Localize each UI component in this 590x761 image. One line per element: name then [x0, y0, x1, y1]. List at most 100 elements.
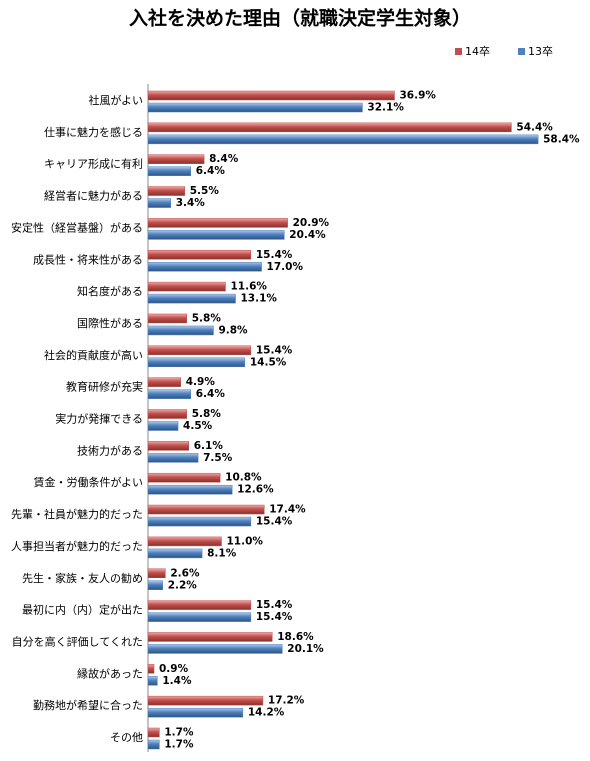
- bar: [147, 218, 288, 228]
- value-label: 2.2%: [168, 579, 198, 591]
- value-label: 3.4%: [176, 197, 206, 209]
- category-label: 縁故があった: [77, 666, 143, 680]
- category-label: キャリア形成に有利: [44, 157, 143, 171]
- category-label: 社会的貢献度が高い: [44, 348, 143, 362]
- legend-label: 13卒: [528, 44, 553, 58]
- value-label: 36.9%: [399, 90, 436, 102]
- value-label: 8.4%: [209, 153, 239, 165]
- category-label: 教育研修が充実: [66, 380, 143, 394]
- bar: [147, 357, 246, 368]
- bar: [147, 230, 285, 240]
- category-label: 自分を高く評価してくれた: [12, 634, 143, 648]
- value-label: 11.6%: [230, 281, 267, 293]
- bar: [147, 644, 283, 654]
- value-label: 15.4%: [256, 249, 293, 261]
- bar: [147, 186, 185, 196]
- value-label: 8.1%: [207, 547, 237, 559]
- bar: [147, 389, 192, 399]
- category-label: その他: [110, 731, 143, 744]
- value-label: 5.8%: [192, 408, 222, 420]
- bar: [147, 345, 252, 356]
- bar: [147, 727, 160, 738]
- bar: [147, 568, 166, 578]
- value-label: 15.4%: [256, 516, 293, 528]
- legend-label: 14卒: [465, 44, 490, 58]
- legend-swatch: [518, 48, 525, 55]
- value-label: 20.1%: [287, 643, 324, 655]
- bar: [147, 516, 252, 527]
- category-label: 知名度がある: [77, 284, 143, 298]
- value-label: 6.4%: [196, 165, 226, 177]
- value-label: 2.6%: [170, 567, 200, 579]
- category-label: 成長性・将来性がある: [33, 252, 143, 266]
- bar: [147, 166, 192, 176]
- value-label: 5.8%: [192, 312, 222, 324]
- value-label: 17.0%: [267, 261, 304, 273]
- value-label: 13.1%: [241, 293, 278, 305]
- value-label: 10.8%: [225, 472, 262, 484]
- bar: [147, 250, 252, 260]
- bar: [147, 293, 236, 304]
- value-label: 18.6%: [277, 631, 314, 643]
- value-label: 15.4%: [256, 611, 293, 623]
- value-label: 15.4%: [256, 344, 293, 356]
- bar: [147, 134, 539, 145]
- category-label: 仕事に魅力を感じる: [44, 125, 143, 139]
- category-label: 国際性がある: [77, 316, 143, 330]
- category-label: 実力が発揮できる: [55, 412, 143, 426]
- value-label: 9.8%: [218, 324, 248, 336]
- bar: [147, 739, 160, 750]
- category-label: 経営者に魅力がある: [44, 189, 143, 203]
- bar: [147, 421, 179, 431]
- category-label: 勤務地が希望に合った: [33, 698, 143, 712]
- value-label: 20.9%: [293, 217, 330, 229]
- bar: [147, 580, 163, 590]
- bar: [147, 695, 264, 706]
- category-label: 人事担当者が魅力的だった: [11, 539, 143, 553]
- category-label: 技術力がある: [77, 443, 143, 457]
- bar: [147, 409, 187, 419]
- value-label: 4.5%: [183, 420, 213, 432]
- value-label: 12.6%: [237, 484, 274, 496]
- value-label: 1.7%: [164, 727, 194, 739]
- value-label: 17.4%: [269, 504, 306, 516]
- bar: [147, 707, 244, 718]
- value-label: 1.7%: [164, 739, 194, 751]
- value-label: 15.4%: [256, 599, 293, 611]
- value-label: 54.4%: [516, 121, 553, 133]
- bar: [147, 313, 187, 324]
- bar: [147, 262, 262, 272]
- value-label: 0.9%: [159, 663, 189, 675]
- category-label: 安定性（経営基盤）がある: [11, 220, 143, 234]
- value-label: 58.4%: [543, 133, 580, 145]
- bar: [147, 484, 233, 495]
- bar: [147, 281, 226, 292]
- bar: [147, 90, 395, 101]
- bar: [147, 154, 205, 164]
- value-label: 4.9%: [186, 376, 216, 388]
- bar: [147, 600, 252, 610]
- bar: [147, 325, 214, 336]
- category-label: 賃金・労働条件がよい: [34, 475, 143, 489]
- category-label: 先輩・社員が魅力的だった: [11, 507, 143, 521]
- value-label: 6.1%: [194, 440, 224, 452]
- value-label: 32.1%: [367, 102, 404, 114]
- value-label: 1.4%: [162, 675, 192, 687]
- value-label: 11.0%: [226, 535, 263, 547]
- bar: [147, 441, 189, 451]
- bar: [147, 377, 181, 387]
- value-label: 14.5%: [250, 356, 287, 368]
- category-label: 最初に内（内）定が出た: [22, 603, 143, 617]
- bar: [147, 536, 222, 547]
- value-label: 6.4%: [196, 388, 226, 400]
- bar: [147, 102, 363, 113]
- category-label: 先生・家族・友人の勧め: [22, 571, 143, 585]
- bar: [147, 676, 158, 686]
- category-label: 社風がよい: [89, 93, 143, 107]
- chart-title: 入社を決めた理由（就職決定学生対象）: [129, 7, 471, 30]
- value-label: 20.4%: [289, 229, 326, 241]
- bar: [147, 122, 512, 133]
- bar: [147, 548, 203, 559]
